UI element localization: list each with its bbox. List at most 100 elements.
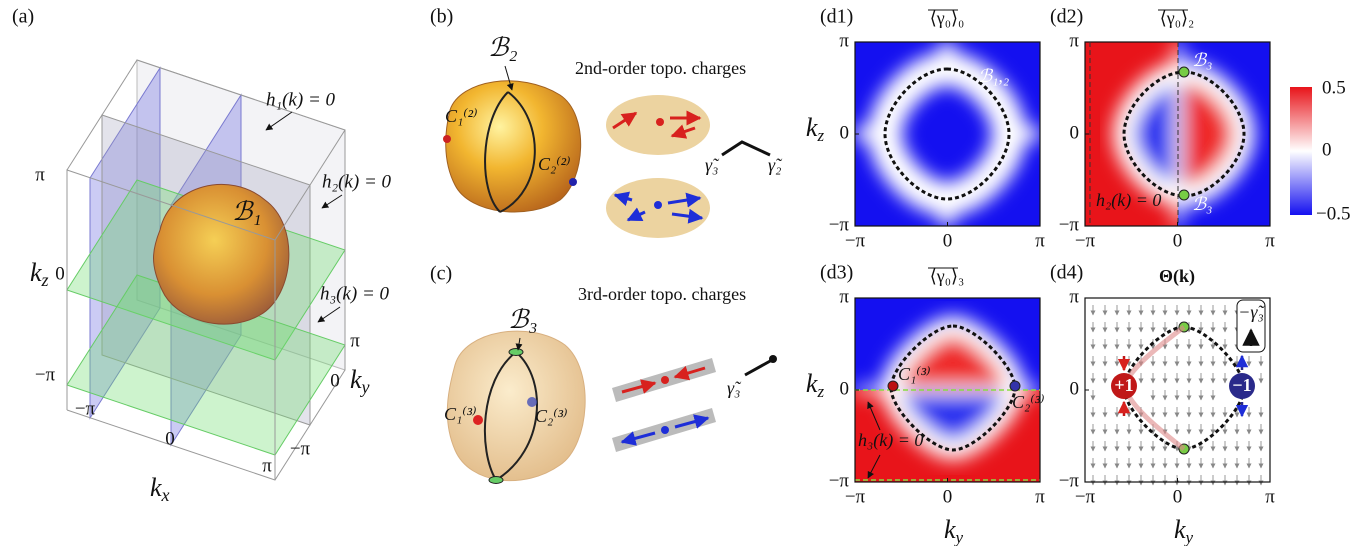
charge-point — [661, 376, 669, 384]
kx-tick: π — [262, 455, 272, 476]
arrow — [515, 337, 523, 351]
axis-label-base: k — [1174, 515, 1186, 544]
gamma-label: γ̃₃ — [727, 378, 742, 398]
x-tick-label: −π — [845, 486, 866, 507]
node-point — [488, 476, 504, 484]
annotation: h₁(k) = 0 — [266, 89, 336, 110]
axis-label-sub: z — [816, 126, 824, 145]
kz-tick: −π — [35, 364, 56, 385]
panel-label: (a) — [12, 6, 34, 28]
charge-loop — [483, 351, 517, 481]
axis-label-base: k — [806, 369, 818, 398]
y-tick-label: 0 — [840, 122, 850, 143]
y-tick-label: 0 — [1070, 122, 1080, 143]
charge-loop — [499, 91, 536, 213]
charge-loop — [484, 91, 509, 213]
vector-arrows — [1117, 354, 1249, 418]
surface-b3 — [446, 330, 586, 482]
colorbar — [1290, 87, 1312, 215]
axis-label-base: k — [150, 473, 162, 502]
panel-label: (d3) — [820, 262, 853, 284]
charge-loop — [1122, 325, 1246, 451]
panel-a: (a) ℬ₁ h₁(k) = 0 h₂(k) = 0 h₃(k) = 0 π k… — [12, 6, 392, 506]
gamma-label: γ̃₃ — [705, 155, 720, 175]
charge-label: C₂⁽³⁾ — [1012, 392, 1045, 412]
arrow — [504, 65, 514, 91]
x-tick-label: 0 — [943, 230, 953, 251]
axis-label-sub: y — [1184, 528, 1194, 546]
charge-point — [656, 118, 664, 126]
panel-label: (d4) — [1050, 262, 1083, 284]
charge-point — [661, 426, 669, 434]
surface-label: ℬ₃ — [1192, 194, 1212, 214]
charge-label: C₁⁽²⁾ — [445, 106, 478, 126]
arrow — [317, 306, 341, 323]
arrow — [321, 194, 343, 209]
panel-label: (b) — [430, 6, 453, 28]
surface-label: ℬ₁,₂ — [978, 66, 1009, 86]
x-tick-label: −π — [845, 230, 866, 251]
y-tick-label: −π — [1059, 470, 1080, 491]
axis-label-base: k — [806, 113, 818, 142]
surface-b1 — [153, 184, 290, 325]
charge-minus — [1229, 373, 1255, 399]
panel-title: 3rd-order topo. charges — [578, 284, 746, 304]
panel-c: (c) ℬ₃ C₁⁽³⁾ C₂⁽³⁾ 3rd-order topo. charg… — [430, 263, 777, 484]
charge-point — [473, 415, 483, 425]
panel-label: (d1) — [820, 6, 853, 28]
charge-value: −1 — [1232, 375, 1251, 395]
annotation: h₃(k) = 0 — [320, 283, 390, 304]
charge-point — [887, 380, 899, 392]
axis-label: kz — [30, 258, 49, 290]
vector-arrows — [612, 110, 704, 224]
panel-title: ⟨γ₀⟩₀ — [930, 8, 965, 28]
axis-label: kx — [150, 473, 170, 505]
charge-label: C₁⁽³⁾ — [444, 404, 477, 424]
cube-edges — [66, 59, 346, 481]
y-tick-label: −π — [829, 470, 850, 491]
charge-point — [1009, 380, 1021, 392]
charge-loop — [1122, 70, 1246, 198]
kx-tick: 0 — [165, 428, 175, 449]
y-tick-label: −π — [829, 214, 850, 235]
axis-glyph — [744, 358, 773, 377]
ky-tick: −π — [290, 438, 311, 459]
panel-d: (d1) ⟨γ₀⟩₀ ℬ₁,₂ (d2) ⟨γ₀⟩₂ ℬ₃ ℬ₃ h₂(k) =… — [820, 6, 1350, 486]
axis-glyph — [721, 140, 771, 157]
y-tick-label: π — [1069, 30, 1079, 51]
y-tick-label: π — [839, 286, 849, 307]
charge-point — [527, 397, 537, 407]
axis-label-base: k — [944, 515, 956, 544]
panel-title: ⟨γ₀⟩₃ — [930, 266, 965, 286]
axis-label-sub: z — [816, 382, 824, 401]
x-tick-label: 0 — [1173, 230, 1183, 251]
y-tick-label: π — [1069, 286, 1079, 307]
axis-label-base: k — [30, 258, 42, 287]
surface-label: ℬ₃ — [1192, 50, 1212, 70]
node-point — [1178, 66, 1190, 78]
surface-label: ℬ₁ — [232, 197, 261, 226]
surface-label: ℬ₃ — [508, 305, 537, 334]
axis-label-sub: y — [360, 377, 370, 397]
colorbar-tick: 0.5 — [1322, 77, 1346, 98]
charge-loop — [889, 324, 1017, 452]
panel-label: (c) — [430, 263, 452, 285]
x-tick-label: 0 — [1173, 486, 1183, 507]
axis-label-sub: x — [161, 485, 170, 505]
panel-label: (d2) — [1050, 6, 1083, 28]
y-tick-label: 0 — [840, 378, 850, 399]
axis-label-base: k — [350, 365, 362, 394]
node-point — [1178, 189, 1190, 201]
axis-glyph — [769, 355, 777, 363]
x-tick-label: π — [1265, 230, 1275, 251]
vector-arrows — [620, 365, 710, 446]
x-tick-label: π — [1265, 486, 1275, 507]
ky-tick: π — [350, 330, 360, 351]
charge-loops — [883, 67, 1246, 452]
annotation: h₃(k) = 0 — [858, 430, 923, 451]
arrow — [867, 454, 881, 479]
x-tick-label: 0 — [943, 486, 953, 507]
x-tick-label: π — [1035, 486, 1045, 507]
